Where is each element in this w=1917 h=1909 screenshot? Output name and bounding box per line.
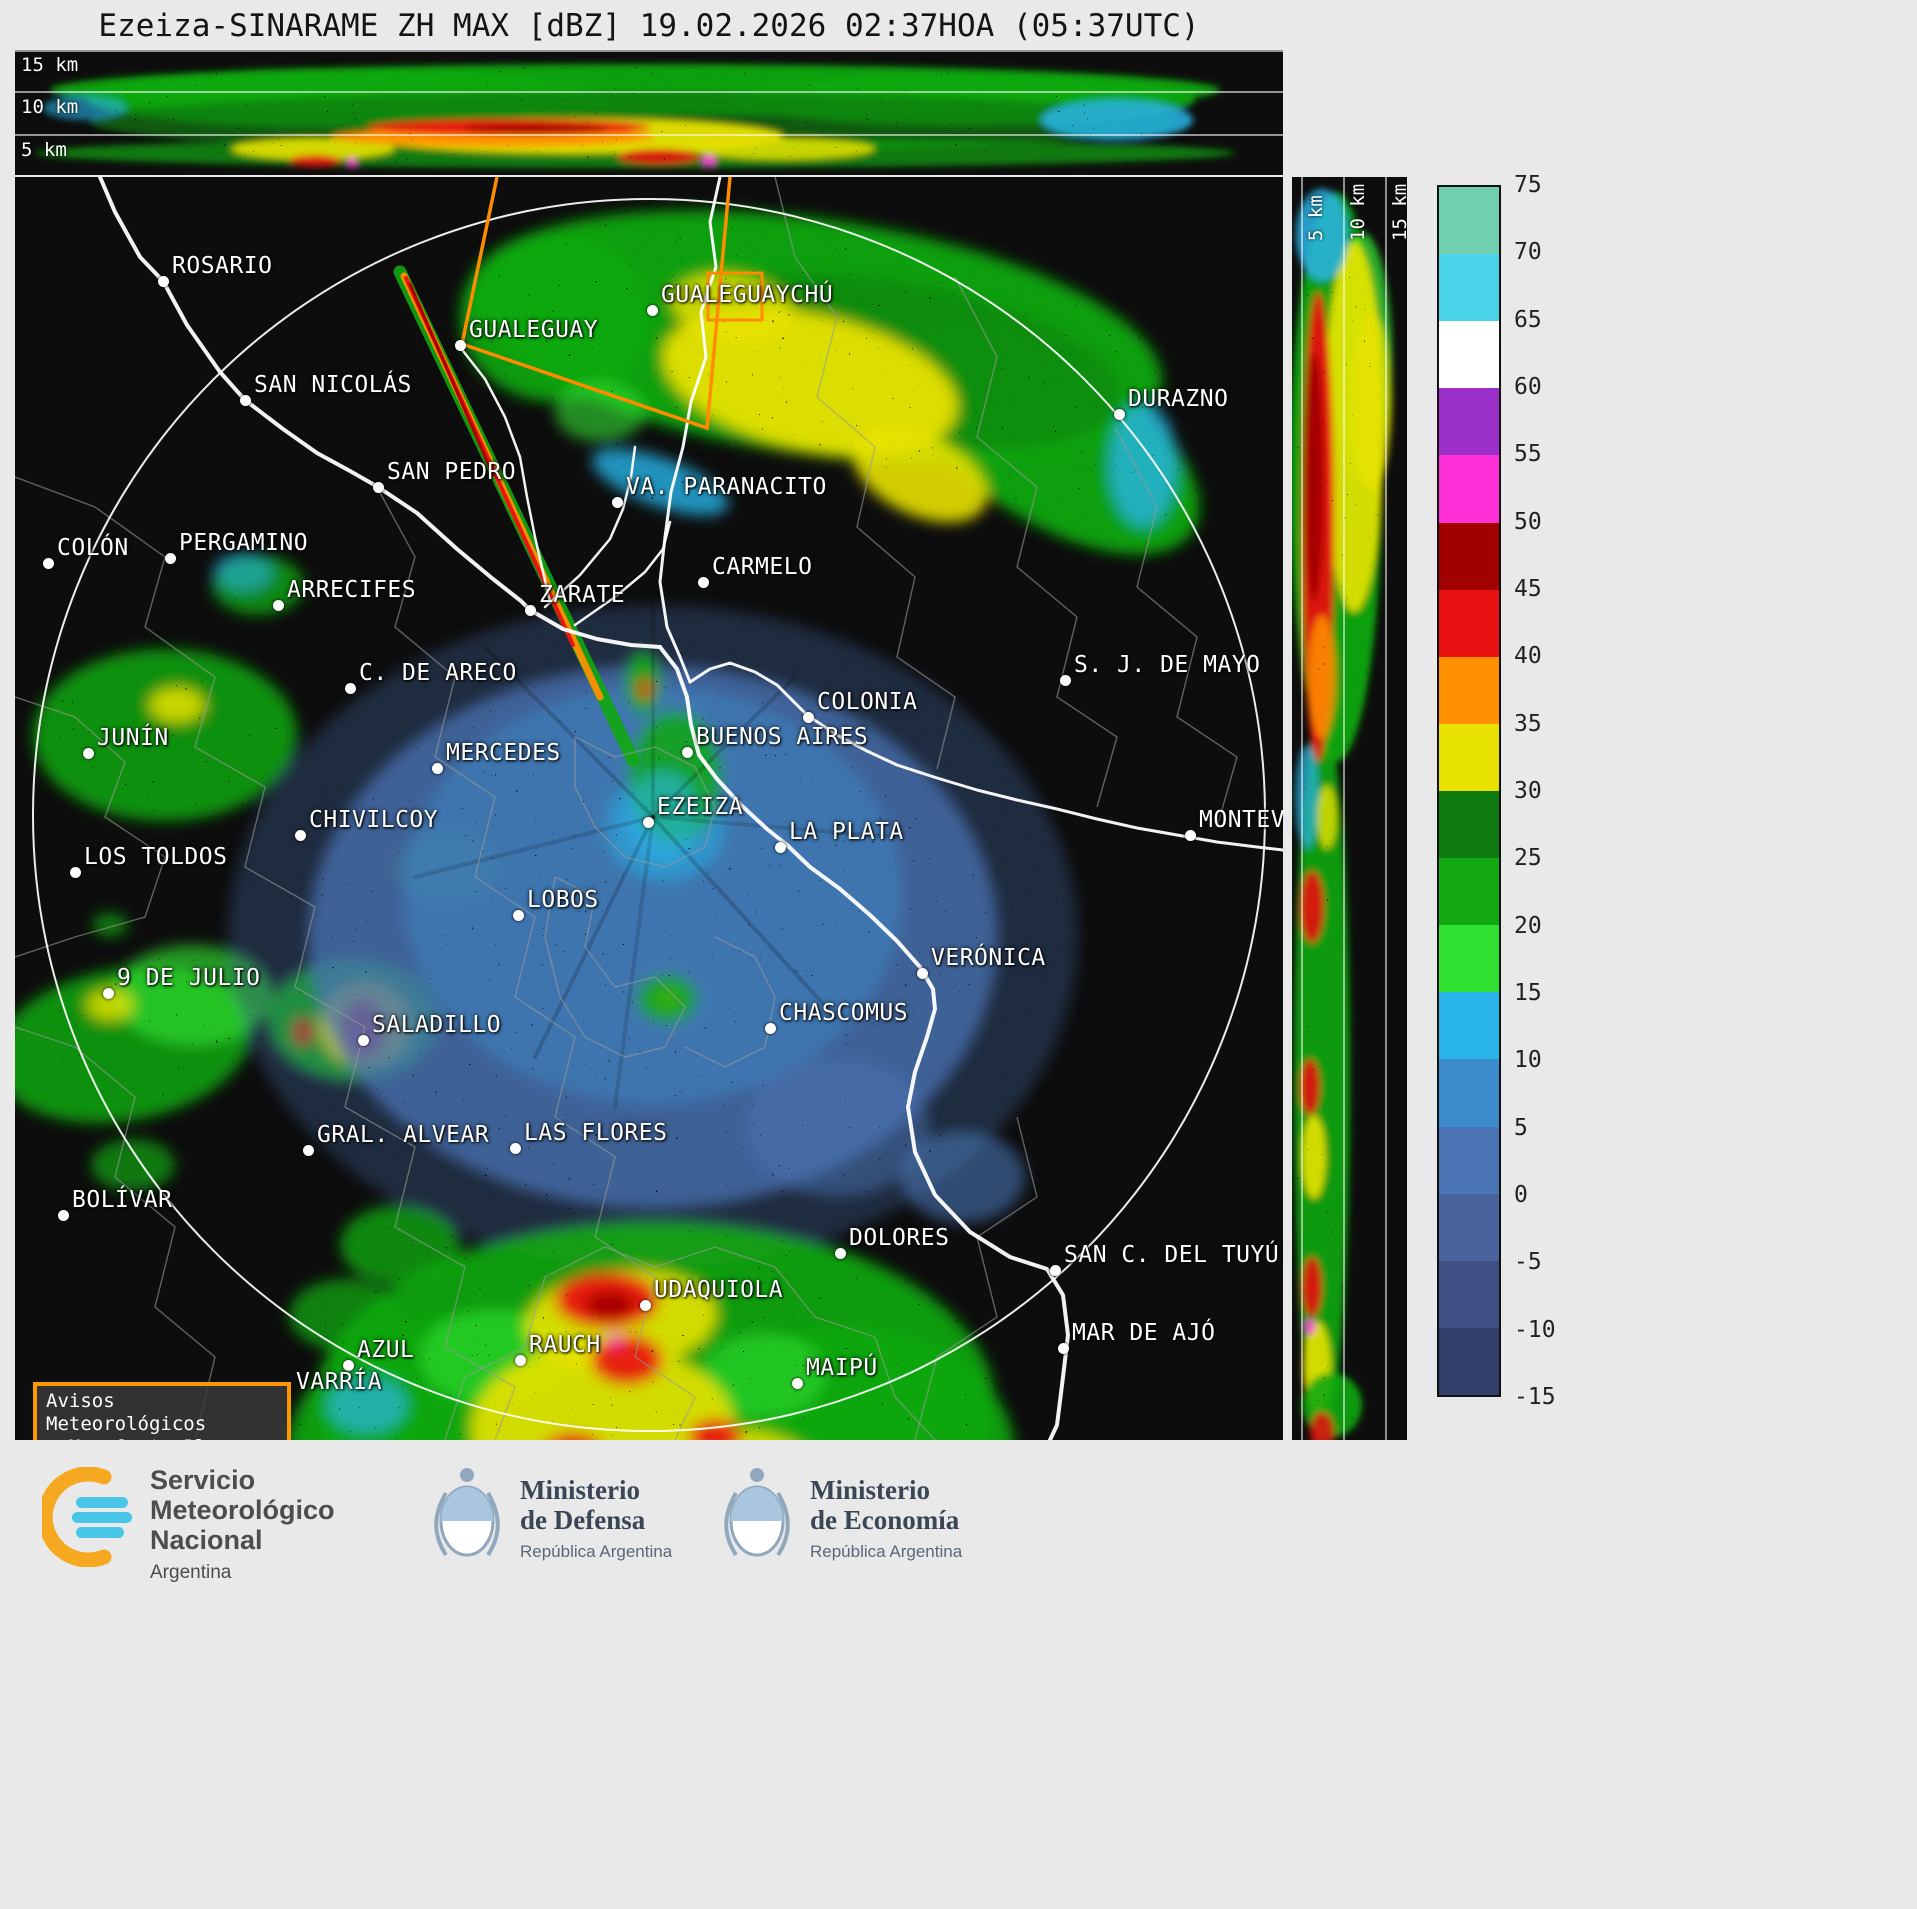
colorbar-tick: 25 [1514, 845, 1542, 872]
colorbar-tick: 10 [1514, 1047, 1542, 1074]
right-altitude-label-5km: 5 km [1305, 195, 1327, 241]
colorbar-segment [1439, 1260, 1499, 1328]
colorbar-tick: 60 [1514, 374, 1542, 400]
colorbar-segment [1439, 992, 1499, 1060]
colorbar-segment [1439, 656, 1499, 724]
main-radar-map: Avisos Meteorológicos a Muy Corto Plazo … [15, 177, 1283, 1440]
right-altitude-label-15km: 15 km [1389, 183, 1407, 241]
economia-coat-of-arms-icon [724, 1468, 790, 1557]
top-cross-section-canvas [15, 50, 1283, 175]
colorbar-tick: 40 [1514, 643, 1542, 670]
colorbar-tick: 20 [1514, 912, 1542, 939]
colorbar-segment [1439, 723, 1499, 791]
economia-line1: Ministerio [810, 1475, 930, 1505]
colorbar-segment [1439, 1327, 1499, 1395]
smn-line1: Servicio [150, 1465, 256, 1495]
colorbar-tick: 75 [1514, 172, 1542, 198]
radar-echo-canvas [15, 177, 1283, 1440]
colorbar-tick: 15 [1514, 980, 1542, 1006]
colorbar [1437, 185, 1501, 1397]
defensa-line1: Ministerio [520, 1475, 640, 1505]
colorbar-segment [1439, 455, 1499, 523]
colorbar-tick: 35 [1514, 710, 1542, 737]
right-cross-section-panel: 5 km 10 km 15 km [1292, 177, 1407, 1440]
colorbar-tick: 30 [1514, 778, 1542, 804]
colorbar-segment [1439, 321, 1499, 389]
warning-notice-line2: a Muy Corto Plazo [46, 1436, 278, 1440]
colorbar-segment [1439, 1126, 1499, 1194]
colorbar-segment [1439, 925, 1499, 993]
footer: Servicio Meteorológico Nacional Argentin… [0, 1455, 1917, 1615]
defensa-coat-of-arms-icon [434, 1468, 500, 1557]
colorbar-segment [1439, 858, 1499, 926]
colorbar-tick: 65 [1514, 306, 1542, 333]
top-altitude-label-5km: 5 km [21, 139, 67, 161]
defensa-wordmark: Ministerio de Defensa República Argentin… [520, 1475, 672, 1562]
radar-title: Ezeiza-SINARAME ZH MAX [dBZ] 19.02.2026 … [98, 8, 1200, 44]
colorbar-segment [1439, 522, 1499, 590]
right-altitude-label-10km: 10 km [1347, 183, 1369, 241]
colorbar-tick: 45 [1514, 576, 1542, 602]
colorbar-tick: 50 [1514, 508, 1542, 535]
colorbar-tick: 5 [1514, 1114, 1528, 1141]
colorbar-segment [1439, 187, 1499, 255]
colorbar-tick: 0 [1514, 1182, 1528, 1208]
warning-notice-line1: Avisos Meteorológicos [46, 1390, 207, 1435]
colorbar-tick: -15 [1514, 1384, 1556, 1410]
top-cross-section-panel: 15 km 10 km 5 km [15, 50, 1283, 175]
colorbar-segment [1439, 388, 1499, 456]
economia-subtitle: República Argentina [810, 1542, 963, 1561]
colorbar-tick: 55 [1514, 441, 1542, 468]
economia-wordmark: Ministerio de Economía República Argenti… [810, 1475, 962, 1562]
colorbar-segment [1439, 254, 1499, 322]
colorbar-tick: 70 [1514, 239, 1542, 266]
top-altitude-label-10km: 10 km [21, 96, 79, 118]
defensa-line2: de Defensa [520, 1505, 646, 1535]
colorbar-tick-labels: 75 70 65 60 55 50 45 40 35 30 25 20 15 10 5 0 -5 -10 -15 [1514, 172, 1594, 1410]
right-cross-section-canvas [1292, 177, 1407, 1440]
colorbar-tick: -10 [1514, 1316, 1556, 1343]
smn-wordmark: Servicio Meteorológico Nacional Argentin… [150, 1465, 335, 1584]
warning-notice-box: Avisos Meteorológicos a Muy Corto Plazo [33, 1382, 291, 1440]
colorbar-segment [1439, 1193, 1499, 1261]
colorbar-tick: -5 [1514, 1249, 1542, 1276]
colorbar-segment [1439, 790, 1499, 859]
colorbar-segment [1439, 589, 1499, 657]
smn-logo [42, 1467, 132, 1567]
smn-country: Argentina [150, 1562, 232, 1583]
top-altitude-label-15km: 15 km [21, 54, 79, 76]
smn-line2: Meteorológico [150, 1495, 335, 1525]
economia-line2: de Economía [810, 1505, 960, 1535]
smn-line3: Nacional [150, 1525, 263, 1555]
colorbar-segment [1439, 1059, 1499, 1127]
defensa-subtitle: República Argentina [520, 1542, 673, 1561]
